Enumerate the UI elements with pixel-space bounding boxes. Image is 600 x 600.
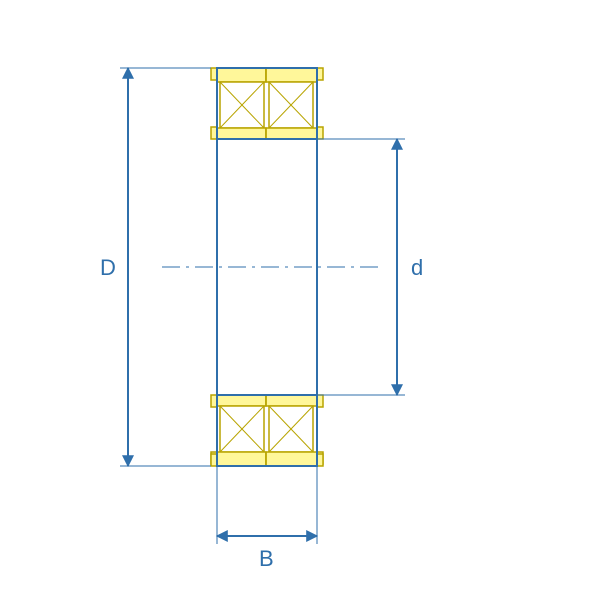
bearing-diagram: D d B (0, 0, 600, 600)
outer-diameter-label: D (100, 255, 116, 280)
width-label: B (259, 546, 274, 571)
inner-diameter-label: d (411, 255, 423, 280)
